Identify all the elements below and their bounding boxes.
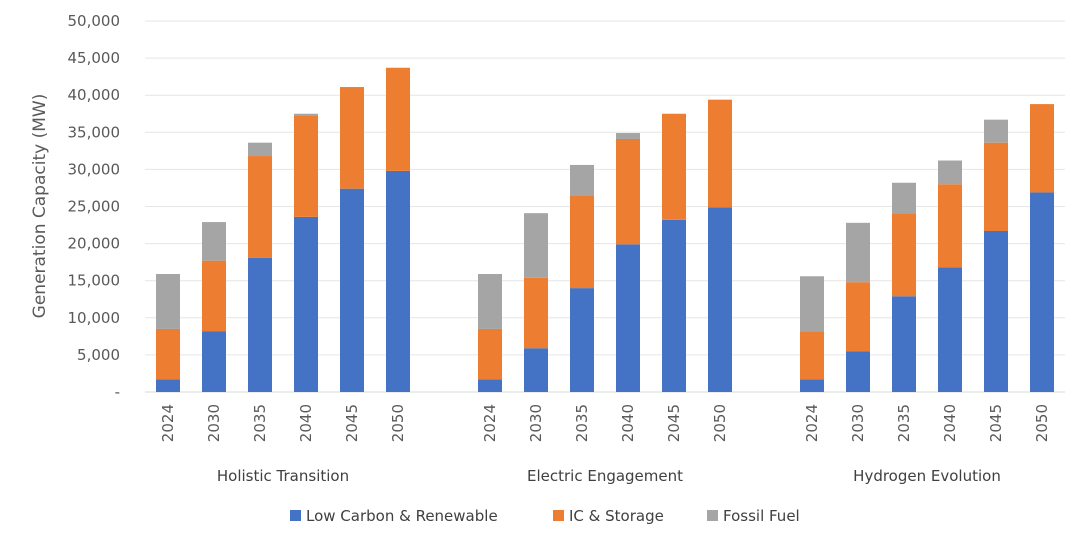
bar-fossil-fuel-2030: [846, 222, 870, 283]
group-label: Electric Engagement: [527, 467, 683, 485]
x-tick-label: 2024: [481, 404, 499, 442]
bar-fossil-fuel-2035: [248, 142, 272, 157]
y-tick-label: 35,000: [68, 123, 121, 141]
bar-ic-storage-2045: [340, 87, 364, 189]
bar-fossil-fuel-2024: [478, 274, 502, 329]
x-tick-label: 2040: [619, 404, 637, 442]
bar-ic-storage-2050: [1030, 104, 1054, 193]
bar-ic-storage-2030: [524, 277, 548, 349]
bar-ic-storage-2045: [662, 113, 686, 220]
x-tick-label: 2050: [1033, 404, 1051, 442]
x-tick-label: 2040: [941, 404, 959, 442]
bar-low-carbon-renewable-2050: [708, 207, 732, 392]
bar-low-carbon-renewable-2024: [478, 379, 502, 392]
bar-ic-storage-2040: [294, 115, 318, 217]
legend-label: IC & Storage: [569, 507, 664, 525]
x-tick-label: 2030: [205, 404, 223, 442]
legend-label: Low Carbon & Renewable: [306, 507, 498, 525]
bar-low-carbon-renewable-2040: [616, 244, 640, 392]
bar-low-carbon-renewable-2030: [846, 351, 870, 392]
legend-swatch: [290, 510, 301, 521]
x-tick-label: 2050: [389, 404, 407, 442]
legend-swatch: [707, 510, 718, 521]
bar-fossil-fuel-2040: [294, 113, 318, 116]
bar-fossil-fuel-2040: [938, 160, 962, 185]
group-label: Holistic Transition: [217, 467, 349, 485]
bar-low-carbon-renewable-2045: [662, 219, 686, 392]
y-tick-label: 15,000: [68, 272, 121, 290]
bar-low-carbon-renewable-2045: [984, 230, 1008, 392]
bar-low-carbon-renewable-2050: [386, 170, 410, 392]
y-tick-label: 5,000: [77, 346, 120, 364]
bar-ic-storage-2024: [156, 328, 180, 380]
bar-ic-storage-2024: [800, 331, 824, 380]
bar-low-carbon-renewable-2035: [248, 257, 272, 392]
x-tick-label: 2045: [343, 404, 361, 442]
bar-fossil-fuel-2030: [202, 222, 226, 261]
bar-ic-storage-2035: [248, 156, 272, 258]
y-tick-label: 25,000: [68, 198, 121, 216]
x-tick-label: 2024: [159, 404, 177, 442]
x-tick-label: 2024: [803, 404, 821, 442]
bar-ic-storage-2030: [846, 282, 870, 352]
bar-low-carbon-renewable-2024: [156, 379, 180, 392]
y-tick-label: 30,000: [68, 160, 121, 178]
y-tick-label: -: [115, 383, 120, 401]
bar-ic-storage-2050: [708, 99, 732, 208]
y-tick-label: 10,000: [68, 309, 121, 327]
bar-fossil-fuel-2024: [800, 276, 824, 332]
group-label: Hydrogen Evolution: [853, 467, 1001, 485]
bar-fossil-fuel-2030: [524, 213, 548, 278]
x-tick-label: 2035: [573, 404, 591, 442]
y-axis-label: Generation Capacity (MW): [30, 94, 50, 319]
x-tick-label: 2045: [665, 404, 683, 442]
bar-fossil-fuel-2024: [156, 274, 180, 329]
bar-fossil-fuel-2040: [616, 133, 640, 139]
x-tick-label: 2035: [895, 404, 913, 442]
bar-ic-storage-2040: [938, 184, 962, 268]
x-tick-label: 2035: [251, 404, 269, 442]
x-tick-label: 2040: [297, 404, 315, 442]
y-tick-label: 40,000: [68, 86, 121, 104]
bar-ic-storage-2050: [386, 67, 410, 171]
bar-ic-storage-2030: [202, 260, 226, 332]
bar-fossil-fuel-2035: [892, 182, 916, 214]
bar-low-carbon-renewable-2050: [1030, 192, 1054, 392]
bar-low-carbon-renewable-2045: [340, 188, 364, 392]
bar-low-carbon-renewable-2035: [892, 296, 916, 392]
bar-ic-storage-2045: [984, 142, 1008, 231]
y-tick-label: 20,000: [68, 235, 121, 253]
bar-fossil-fuel-2035: [570, 164, 594, 196]
x-tick-label: 2045: [987, 404, 1005, 442]
bar-ic-storage-2024: [478, 328, 502, 380]
bar-low-carbon-renewable-2030: [524, 348, 548, 392]
bar-low-carbon-renewable-2040: [938, 267, 962, 392]
bar-ic-storage-2035: [570, 195, 594, 289]
legend-swatch: [553, 510, 564, 521]
y-tick-label: 45,000: [68, 49, 121, 67]
legend-label: Fossil Fuel: [723, 507, 800, 525]
bar-ic-storage-2035: [892, 213, 916, 297]
bar-fossil-fuel-2045: [984, 119, 1008, 143]
x-tick-label: 2030: [527, 404, 545, 442]
bar-low-carbon-renewable-2024: [800, 379, 824, 392]
x-tick-label: 2050: [711, 404, 729, 442]
bar-low-carbon-renewable-2040: [294, 216, 318, 392]
y-tick-label: 50,000: [68, 12, 121, 30]
x-tick-label: 2030: [849, 404, 867, 442]
bar-low-carbon-renewable-2030: [202, 331, 226, 392]
bar-ic-storage-2040: [616, 138, 640, 245]
bar-low-carbon-renewable-2035: [570, 288, 594, 392]
